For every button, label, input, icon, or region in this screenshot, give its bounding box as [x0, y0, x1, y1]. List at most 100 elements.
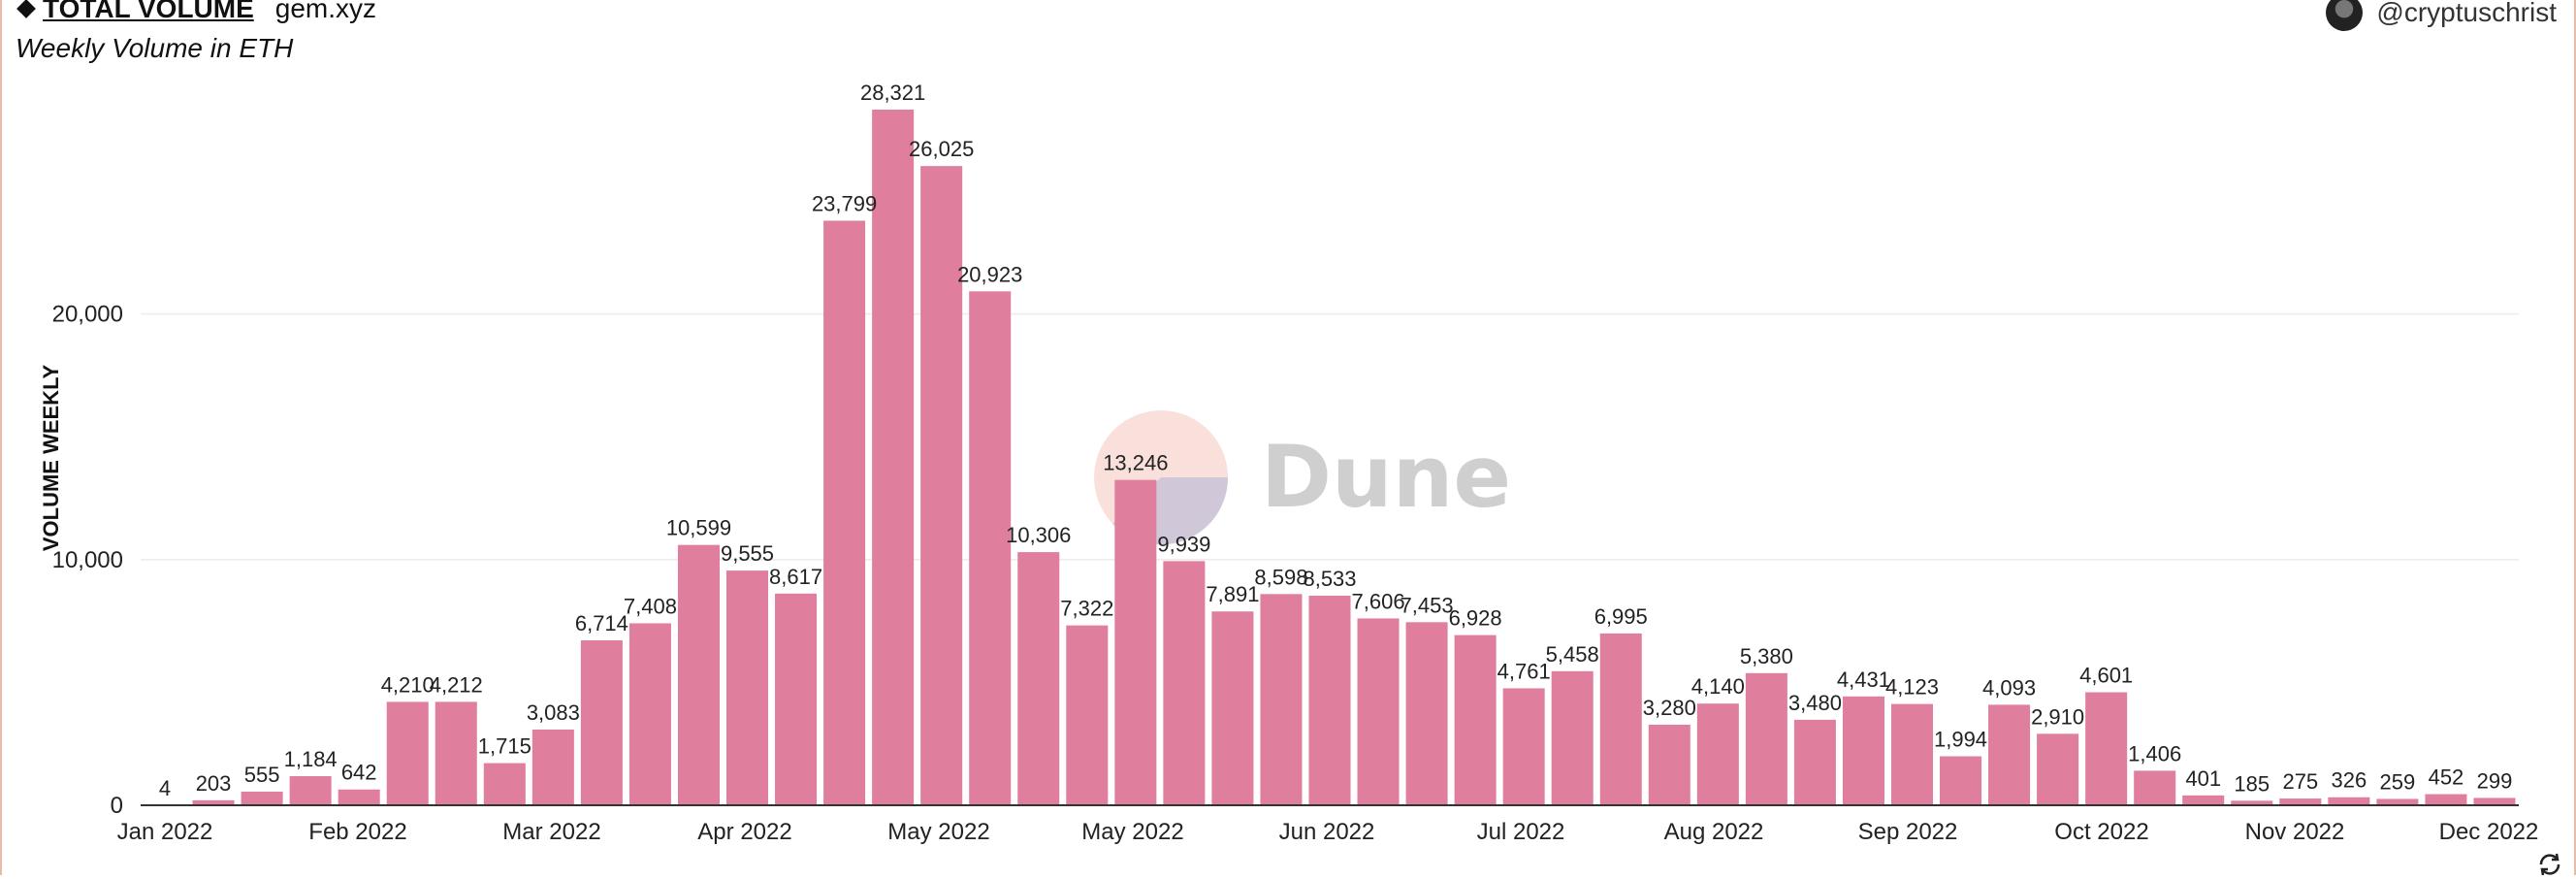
query-title-link[interactable]: TOTAL VOLUME [16, 0, 254, 24]
bar[interactable] [1988, 704, 2031, 805]
data-label: 9,939 [1157, 532, 1210, 556]
x-tick-label: May 2022 [1081, 819, 1183, 845]
data-label: 4,210 [381, 672, 435, 697]
bar[interactable] [483, 763, 526, 805]
x-tick-label: Aug 2022 [1664, 819, 1764, 845]
bar[interactable] [1890, 703, 1934, 805]
x-tick-label: Oct 2022 [2054, 819, 2148, 845]
bar[interactable] [1405, 622, 1448, 805]
data-label: 326 [2331, 768, 2367, 793]
bar[interactable] [725, 570, 769, 805]
bar[interactable] [1745, 672, 1787, 805]
data-label: 4,431 [1837, 667, 1890, 692]
bar[interactable] [1793, 719, 1836, 805]
x-tick-label: Apr 2022 [697, 819, 791, 845]
query-title[interactable]: TOTAL VOLUME [43, 0, 254, 23]
bar[interactable] [2376, 798, 2419, 805]
data-label: 1,406 [2128, 741, 2181, 765]
bar[interactable] [628, 623, 671, 805]
bar[interactable] [1211, 611, 1254, 805]
data-label: 9,555 [721, 541, 774, 566]
chart-header: TOTAL VOLUME gem.xyz [16, 0, 376, 23]
y-tick-label: 20,000 [52, 302, 123, 328]
bar[interactable] [872, 110, 915, 805]
author-handle[interactable]: @cryptuschrist [2376, 0, 2557, 27]
bar[interactable] [2279, 798, 2322, 805]
data-label: 4,761 [1497, 659, 1551, 683]
data-label: 5,458 [1546, 642, 1599, 667]
bar[interactable] [289, 776, 332, 805]
data-label: 642 [341, 761, 377, 785]
bar[interactable] [1940, 756, 1982, 805]
y-axis-ticks: 0 10,000 20,000 [52, 302, 123, 819]
data-label: 7,322 [1060, 597, 1113, 621]
data-label: 8,598 [1254, 565, 1307, 589]
bar[interactable] [338, 789, 380, 805]
data-label: 6,928 [1449, 606, 1502, 631]
data-label: 4,093 [1982, 675, 2036, 700]
data-label: 7,891 [1206, 582, 1259, 606]
bar[interactable] [241, 791, 283, 805]
data-label: 3,280 [1643, 696, 1696, 720]
bars [144, 110, 2516, 806]
bar[interactable] [1696, 703, 1739, 805]
data-label: 1,184 [284, 747, 338, 771]
x-axis-ticks: Jan 2022 Feb 2022 Mar 2022 Apr 2022 May 2022… [117, 819, 2539, 845]
data-label: 10,306 [1006, 523, 1071, 547]
bar[interactable] [1648, 724, 1690, 805]
bar[interactable] [677, 544, 720, 805]
data-label: 7,606 [1352, 589, 1405, 613]
bar[interactable] [2231, 800, 2273, 805]
author-link[interactable]: @cryptuschrist [2326, 0, 2557, 31]
bar[interactable] [1599, 633, 1642, 805]
bar[interactable] [435, 701, 477, 805]
data-label: 299 [2477, 768, 2513, 793]
avatar[interactable] [2326, 0, 2364, 31]
bar[interactable] [1017, 552, 1060, 805]
bar[interactable] [1308, 595, 1351, 805]
x-tick-label: Nov 2022 [2245, 819, 2345, 845]
bar[interactable] [2328, 797, 2370, 805]
bar[interactable] [1842, 696, 1884, 805]
x-tick-label: Jul 2022 [1477, 819, 1565, 845]
refresh-icon[interactable] [2535, 850, 2564, 879]
data-label: 452 [2429, 765, 2464, 790]
data-label: 185 [2234, 771, 2270, 796]
bar[interactable] [775, 593, 818, 805]
bar[interactable] [1260, 594, 1303, 805]
bar[interactable] [2473, 798, 2516, 805]
bar[interactable] [386, 701, 429, 805]
bar[interactable] [2182, 795, 2225, 805]
data-label: 8,617 [769, 565, 822, 589]
bar[interactable] [580, 640, 623, 805]
watermark-text: Dune [1261, 427, 1511, 527]
bar[interactable] [2134, 770, 2176, 805]
x-tick-label: Sep 2022 [1858, 819, 1958, 845]
bar[interactable] [2425, 794, 2467, 805]
bar[interactable] [1163, 561, 1206, 805]
data-label: 1,715 [478, 734, 531, 759]
bar[interactable] [920, 166, 963, 805]
data-label: 4,123 [1885, 675, 1939, 700]
x-tick-label: Dec 2022 [2439, 819, 2539, 845]
bar[interactable] [2085, 692, 2128, 805]
bar[interactable] [192, 799, 235, 805]
bar[interactable] [2037, 733, 2079, 805]
data-label: 6,714 [575, 611, 628, 635]
bar[interactable] [1114, 479, 1157, 805]
bar[interactable] [531, 729, 574, 805]
data-label: 7,408 [624, 594, 677, 618]
bar[interactable] [1502, 688, 1545, 805]
data-label: 259 [2380, 769, 2416, 794]
data-label: 3,083 [527, 700, 580, 725]
data-label: 6,995 [1594, 604, 1648, 629]
bar[interactable] [823, 220, 866, 805]
bar[interactable] [969, 291, 1012, 805]
dune-watermark: Dune [1094, 410, 1511, 545]
bar[interactable] [1357, 618, 1400, 805]
bar[interactable] [1551, 670, 1594, 805]
bar[interactable] [1454, 635, 1497, 805]
y-tick-label: 0 [111, 793, 123, 819]
bar[interactable] [1066, 625, 1109, 805]
